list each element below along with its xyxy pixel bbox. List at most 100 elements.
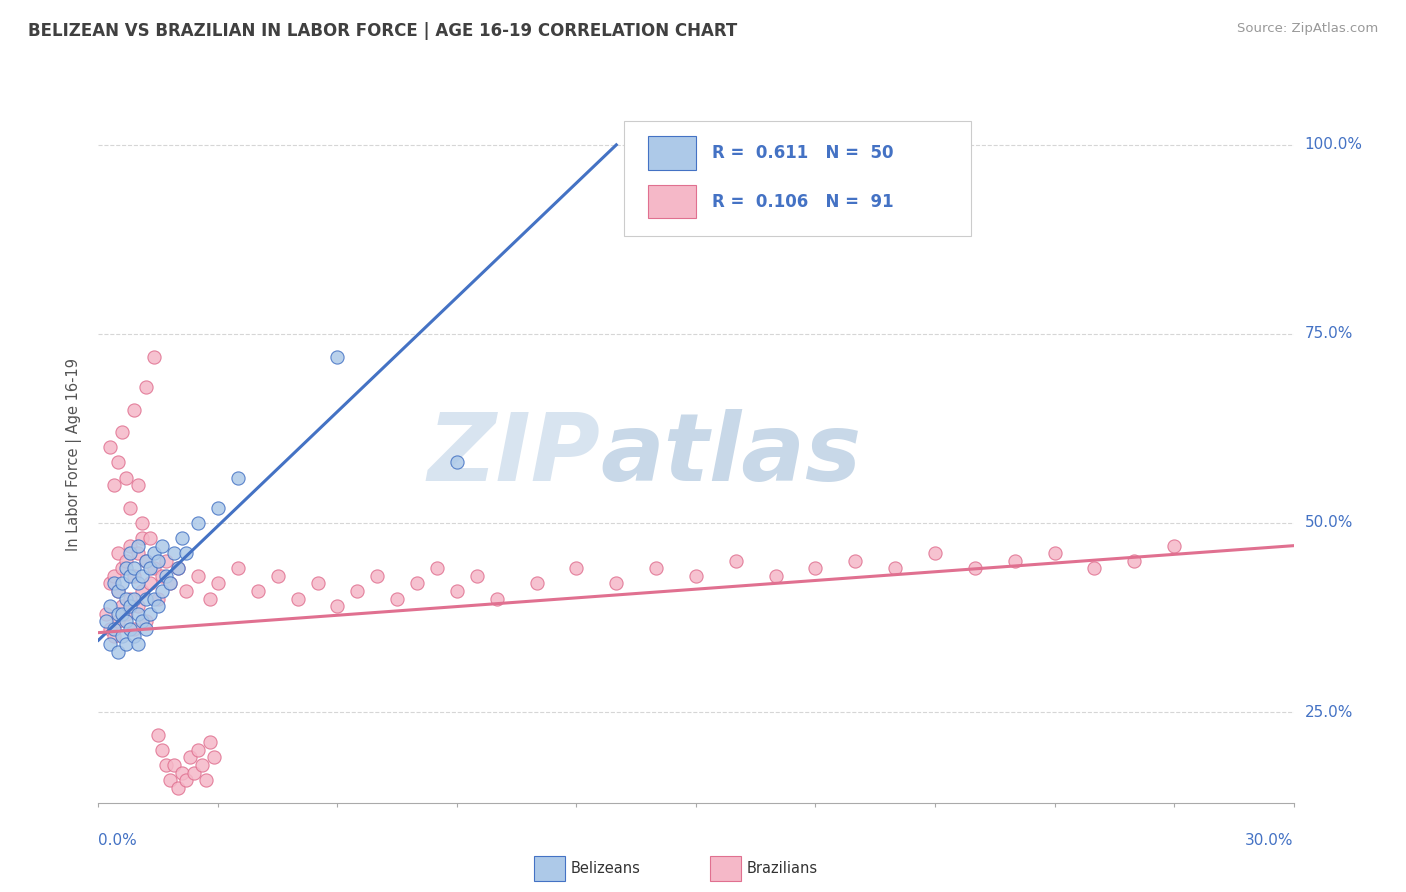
Point bbox=[127, 478, 149, 492]
Point bbox=[139, 531, 162, 545]
Point bbox=[127, 546, 149, 560]
Point bbox=[150, 539, 173, 553]
Point bbox=[406, 576, 429, 591]
Point bbox=[127, 539, 149, 553]
Point bbox=[191, 758, 214, 772]
Point bbox=[174, 546, 197, 560]
Point bbox=[1083, 561, 1105, 575]
Point bbox=[565, 561, 588, 575]
Point bbox=[163, 546, 186, 560]
Point bbox=[135, 554, 157, 568]
Point bbox=[187, 743, 209, 757]
Point bbox=[159, 773, 181, 788]
Point bbox=[111, 607, 134, 621]
Point bbox=[150, 584, 173, 599]
Point bbox=[103, 569, 125, 583]
Point bbox=[96, 615, 118, 629]
Point bbox=[103, 629, 125, 643]
Point bbox=[172, 765, 194, 780]
Text: Source: ZipAtlas.com: Source: ZipAtlas.com bbox=[1237, 22, 1378, 36]
Point bbox=[107, 615, 129, 629]
Point bbox=[127, 576, 149, 591]
Text: BELIZEAN VS BRAZILIAN IN LABOR FORCE | AGE 16-19 CORRELATION CHART: BELIZEAN VS BRAZILIAN IN LABOR FORCE | A… bbox=[28, 22, 737, 40]
FancyBboxPatch shape bbox=[648, 185, 696, 219]
Point bbox=[98, 637, 122, 651]
Point bbox=[207, 500, 229, 515]
Point bbox=[155, 758, 177, 772]
Point bbox=[139, 561, 162, 575]
Point bbox=[366, 569, 388, 583]
Point bbox=[143, 350, 166, 364]
Point bbox=[120, 546, 142, 560]
Point bbox=[115, 591, 138, 606]
Point bbox=[120, 622, 142, 636]
Point bbox=[111, 629, 134, 643]
Point bbox=[107, 584, 129, 599]
Point bbox=[124, 402, 146, 417]
FancyBboxPatch shape bbox=[624, 121, 970, 235]
Point bbox=[202, 750, 225, 764]
Point bbox=[148, 599, 170, 614]
Point bbox=[385, 591, 409, 606]
Point bbox=[485, 591, 508, 606]
Point bbox=[124, 591, 146, 606]
Point bbox=[226, 561, 249, 575]
Point bbox=[124, 629, 146, 643]
Point bbox=[124, 622, 146, 636]
Point bbox=[167, 561, 190, 575]
Point bbox=[103, 478, 125, 492]
Text: 100.0%: 100.0% bbox=[1305, 137, 1362, 153]
Point bbox=[426, 561, 449, 575]
Point bbox=[765, 569, 787, 583]
Point bbox=[150, 743, 173, 757]
Point bbox=[207, 576, 229, 591]
Point bbox=[107, 546, 129, 560]
Point bbox=[465, 569, 488, 583]
Point bbox=[194, 773, 218, 788]
Point bbox=[115, 607, 138, 621]
Point bbox=[124, 569, 146, 583]
Text: 30.0%: 30.0% bbox=[1246, 833, 1294, 848]
Point bbox=[115, 561, 138, 575]
Point bbox=[326, 599, 349, 614]
Point bbox=[111, 561, 134, 575]
Text: 0.0%: 0.0% bbox=[98, 833, 138, 848]
Point bbox=[120, 539, 142, 553]
Point bbox=[1043, 546, 1066, 560]
Point bbox=[111, 599, 134, 614]
Point bbox=[127, 599, 149, 614]
Text: 50.0%: 50.0% bbox=[1305, 516, 1353, 531]
Point bbox=[167, 561, 190, 575]
Point bbox=[645, 561, 668, 575]
Text: Brazilians: Brazilians bbox=[747, 862, 818, 876]
Point bbox=[115, 615, 138, 629]
Point bbox=[326, 350, 349, 364]
Point bbox=[131, 569, 153, 583]
Point bbox=[267, 569, 290, 583]
Point bbox=[605, 576, 627, 591]
Point bbox=[246, 584, 269, 599]
Point bbox=[107, 584, 129, 599]
Point bbox=[98, 622, 122, 636]
Point bbox=[120, 500, 142, 515]
Point bbox=[148, 554, 170, 568]
Point bbox=[172, 531, 194, 545]
Text: 75.0%: 75.0% bbox=[1305, 326, 1353, 342]
Point bbox=[120, 599, 142, 614]
Text: Belizeans: Belizeans bbox=[571, 862, 641, 876]
Point bbox=[163, 758, 186, 772]
Point bbox=[198, 735, 221, 749]
Point bbox=[139, 607, 162, 621]
Point bbox=[685, 569, 707, 583]
Point bbox=[127, 607, 149, 621]
Point bbox=[98, 441, 122, 455]
Point bbox=[111, 576, 134, 591]
Point bbox=[1123, 554, 1146, 568]
Point bbox=[131, 615, 153, 629]
FancyBboxPatch shape bbox=[648, 136, 696, 169]
Point bbox=[107, 607, 129, 621]
Point bbox=[127, 637, 149, 651]
Text: R =  0.106   N =  91: R = 0.106 N = 91 bbox=[711, 193, 893, 211]
Point bbox=[98, 599, 122, 614]
Point bbox=[226, 470, 249, 484]
